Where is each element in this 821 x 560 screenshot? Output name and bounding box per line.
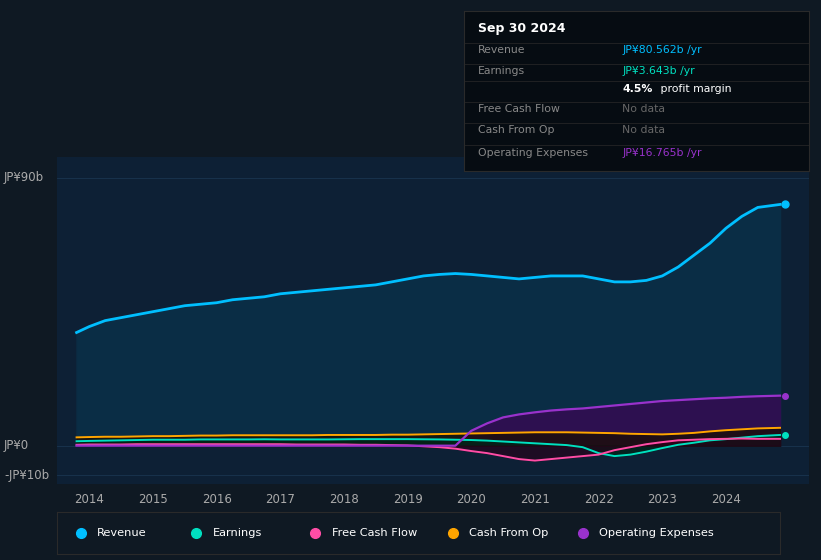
Text: 4.5%: 4.5% <box>622 83 653 94</box>
Text: Cash From Op: Cash From Op <box>470 529 548 538</box>
Text: JP¥90b: JP¥90b <box>4 171 44 184</box>
Text: Free Cash Flow: Free Cash Flow <box>478 104 560 114</box>
Text: Earnings: Earnings <box>213 529 262 538</box>
Text: JP¥16.765b /yr: JP¥16.765b /yr <box>622 147 702 157</box>
Text: Operating Expenses: Operating Expenses <box>599 529 714 538</box>
Text: JP¥0: JP¥0 <box>4 439 30 452</box>
Text: Cash From Op: Cash From Op <box>478 125 554 135</box>
Text: No data: No data <box>622 125 666 135</box>
Text: No data: No data <box>622 104 666 114</box>
Text: Free Cash Flow: Free Cash Flow <box>332 529 417 538</box>
Text: Revenue: Revenue <box>478 45 525 55</box>
Text: Operating Expenses: Operating Expenses <box>478 147 588 157</box>
Text: profit margin: profit margin <box>657 83 732 94</box>
Text: Sep 30 2024: Sep 30 2024 <box>478 22 565 35</box>
Text: Earnings: Earnings <box>478 66 525 76</box>
Text: Revenue: Revenue <box>97 529 147 538</box>
Text: JP¥3.643b /yr: JP¥3.643b /yr <box>622 66 695 76</box>
Text: -JP¥10b: -JP¥10b <box>4 469 49 482</box>
Text: JP¥80.562b /yr: JP¥80.562b /yr <box>622 45 702 55</box>
